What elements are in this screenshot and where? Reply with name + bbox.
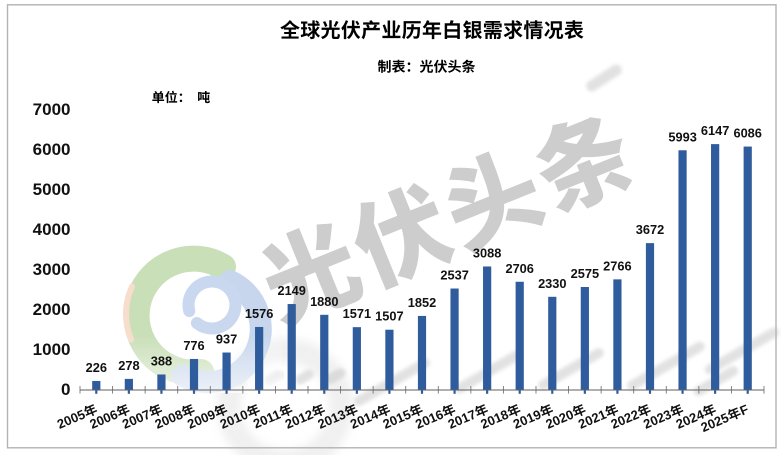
svg-text:1880: 1880 (310, 294, 338, 309)
svg-text:6086: 6086 (733, 126, 761, 141)
svg-text:1576: 1576 (245, 306, 273, 321)
svg-text:2330: 2330 (538, 276, 566, 291)
svg-text:1000: 1000 (33, 340, 71, 359)
svg-text:2149: 2149 (277, 283, 305, 298)
svg-text:2575: 2575 (571, 266, 599, 281)
svg-text:0: 0 (61, 380, 70, 399)
svg-text:7000: 7000 (33, 100, 71, 119)
svg-text:5993: 5993 (668, 129, 696, 144)
svg-text:2537: 2537 (440, 268, 468, 283)
svg-text:776: 776 (183, 338, 204, 353)
svg-text:6147: 6147 (701, 123, 729, 138)
svg-text:3088: 3088 (473, 246, 501, 261)
svg-text:388: 388 (151, 354, 172, 369)
svg-text:3672: 3672 (636, 222, 664, 237)
svg-text:4000: 4000 (33, 220, 71, 239)
svg-text:5000: 5000 (33, 180, 71, 199)
svg-text:1507: 1507 (375, 309, 403, 324)
svg-text:1571: 1571 (343, 306, 371, 321)
svg-text:2706: 2706 (505, 261, 533, 276)
svg-text:2000: 2000 (33, 300, 71, 319)
svg-text:6000: 6000 (33, 140, 71, 159)
svg-text:1852: 1852 (408, 295, 436, 310)
svg-text:3000: 3000 (33, 260, 71, 279)
svg-text:2766: 2766 (603, 258, 631, 273)
svg-text:278: 278 (118, 358, 139, 373)
svg-text:937: 937 (216, 332, 237, 347)
svg-text:226: 226 (86, 360, 107, 375)
